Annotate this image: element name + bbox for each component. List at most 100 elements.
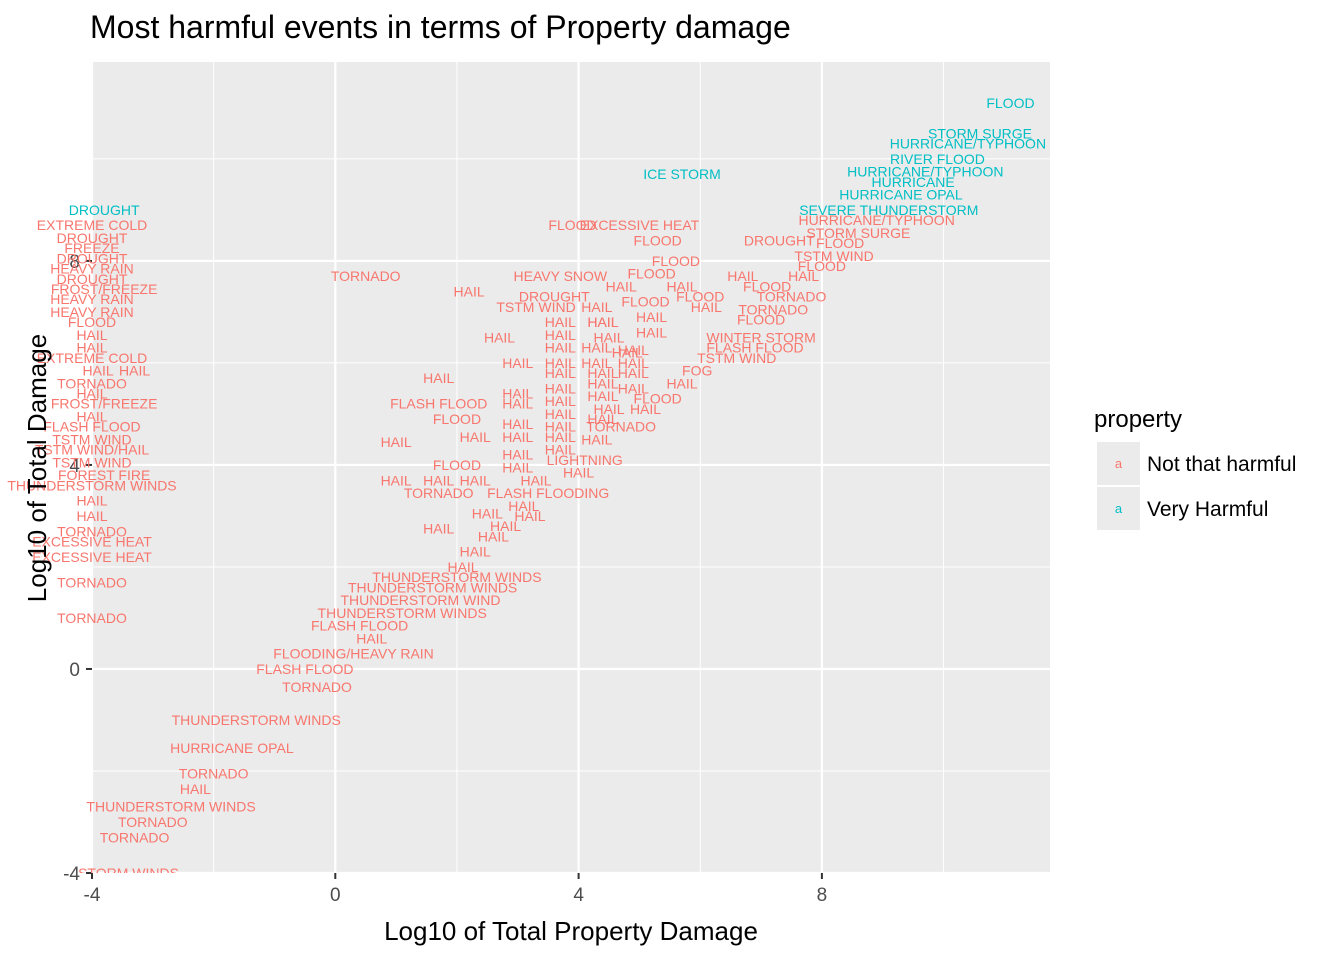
point-label: HAIL bbox=[423, 472, 454, 488]
point-label: FLOOD bbox=[68, 314, 116, 330]
legend-entry-not-that-harmful: a Not that harmful bbox=[1097, 442, 1296, 485]
point-label: STORM SURGE bbox=[806, 225, 910, 241]
point-label: TORNADO bbox=[282, 679, 352, 695]
point-label: HEAVY SNOW bbox=[514, 268, 608, 284]
point-label: HAIL bbox=[447, 559, 478, 575]
point-label: HAIL bbox=[76, 386, 107, 402]
point-label: HAIL bbox=[514, 508, 545, 524]
point-label: HAIL bbox=[502, 355, 533, 371]
point-label: HAIL bbox=[636, 309, 667, 325]
point-label: HAIL bbox=[76, 408, 107, 424]
point-label: HAIL bbox=[381, 472, 412, 488]
point-label: DROUGHT bbox=[69, 202, 140, 218]
point-label: HAIL bbox=[76, 508, 107, 524]
point-label: HURRICANE bbox=[872, 174, 955, 190]
point-label: HAIL bbox=[502, 396, 533, 412]
point-label: FLOOD bbox=[816, 235, 864, 251]
point-label: HAIL bbox=[587, 314, 618, 330]
point-label: HAIL bbox=[618, 365, 649, 381]
point-label: HAIL bbox=[581, 340, 612, 356]
point-label: HEAVY RAIN bbox=[50, 304, 134, 320]
point-label: TSTM WIND/HAIL bbox=[35, 442, 150, 458]
point-label: DROUGHT bbox=[57, 250, 128, 266]
legend-title: property bbox=[1094, 406, 1182, 433]
point-label: TSTM WIND bbox=[52, 431, 131, 447]
point-label: HAIL bbox=[545, 393, 576, 409]
point-label: HAIL bbox=[83, 363, 114, 379]
legend-key-background bbox=[1097, 487, 1140, 530]
legend-key-glyph: a bbox=[1115, 501, 1123, 516]
point-label: HAIL bbox=[727, 268, 758, 284]
point-label: HEAVY RAIN bbox=[50, 261, 134, 277]
point-label: HAIL bbox=[180, 781, 211, 797]
point-label: HAIL bbox=[478, 528, 509, 544]
point-label: FOG bbox=[682, 363, 712, 379]
point-label: DROUGHT bbox=[744, 233, 815, 249]
point-label: HAIL bbox=[545, 406, 576, 422]
point-label: HAIL bbox=[618, 342, 649, 358]
point-label: HURRICANE/TYPHOON bbox=[890, 136, 1046, 152]
point-label: TSTM WIND bbox=[52, 454, 131, 470]
point-label: STORM WINDS bbox=[78, 865, 179, 881]
point-label: EXCESSIVE HEAT bbox=[580, 217, 700, 233]
legend-key-background bbox=[1097, 442, 1140, 485]
point-label: ICE STORM bbox=[643, 166, 721, 182]
point-label: FLASH FLOOD bbox=[256, 661, 353, 677]
y-tick-label: 0 bbox=[69, 660, 80, 681]
point-label: HAIL bbox=[618, 380, 649, 396]
point-label: DROUGHT bbox=[519, 289, 590, 305]
point-label: TORNADO bbox=[57, 574, 127, 590]
legend-entry-very-harmful: a Very Harmful bbox=[1097, 487, 1268, 530]
point-label: HAIL bbox=[119, 363, 150, 379]
point-label: HAIL bbox=[76, 327, 107, 343]
point-label: HAIL bbox=[508, 498, 539, 514]
point-label: HAIL bbox=[484, 329, 515, 345]
legend-label-not-that-harmful: Not that harmful bbox=[1147, 453, 1296, 476]
point-label: EXTREME COLD bbox=[37, 350, 147, 366]
point-label: TORNADO bbox=[757, 289, 827, 305]
point-label: FLOOD bbox=[652, 253, 700, 269]
point-label: HAIL bbox=[502, 460, 533, 476]
point-label: HAIL bbox=[691, 299, 722, 315]
point-label: HAIL bbox=[423, 521, 454, 537]
point-label: HAIL bbox=[381, 434, 412, 450]
point-label: FLOOD bbox=[634, 233, 682, 249]
point-label: THUNDERSTORM WINDS bbox=[7, 477, 176, 493]
point-label: FLOOD bbox=[986, 95, 1034, 111]
point-label: FROST/FREEZE bbox=[51, 281, 158, 297]
point-label: HAIL bbox=[581, 299, 612, 315]
point-label: FLOODING/HEAVY RAIN bbox=[273, 646, 434, 662]
point-label: HAIL bbox=[76, 340, 107, 356]
point-label: HAIL bbox=[587, 411, 618, 427]
point-label: HAIL bbox=[545, 340, 576, 356]
point-label: TSTM WIND bbox=[496, 299, 575, 315]
point-label: STORM SURGE bbox=[928, 125, 1032, 141]
point-label: HAIL bbox=[545, 327, 576, 343]
point-label: EXCESSIVE HEAT bbox=[32, 533, 152, 549]
point-label: EXCESSIVE HEAT bbox=[32, 549, 152, 565]
point-label: TSTM WIND bbox=[697, 350, 776, 366]
chart-title: Most harmful events in terms of Property… bbox=[90, 9, 791, 45]
point-label: HAIL bbox=[520, 472, 551, 488]
point-label: HAIL bbox=[545, 380, 576, 396]
point-label: HAIL bbox=[545, 419, 576, 435]
point-label: HURRICANE/TYPHOON bbox=[798, 212, 954, 228]
legend-label-very-harmful: Very Harmful bbox=[1147, 498, 1268, 521]
gridlines bbox=[90, 62, 1050, 875]
point-label: EXTREME COLD bbox=[37, 217, 147, 233]
axes: -4 0 4 8 -4 0 4 8 bbox=[63, 252, 827, 906]
point-label: FLASH FLOOD bbox=[43, 419, 140, 435]
point-label: TORNADO bbox=[331, 268, 401, 284]
point-label: FLASH FLOODING bbox=[487, 485, 609, 501]
point-label: HAIL bbox=[423, 370, 454, 386]
point-label: HAIL bbox=[788, 268, 819, 284]
point-label: HURRICANE OPAL bbox=[839, 187, 963, 203]
legend-key-glyph: a bbox=[1115, 456, 1123, 471]
y-axis-title: Log10 of Total Damage bbox=[22, 334, 52, 602]
point-label: FLASH FLOOD bbox=[706, 340, 803, 356]
x-tick-label: 4 bbox=[573, 885, 584, 906]
point-label: RIVER FLOOD bbox=[890, 151, 985, 167]
point-label: FLOOD bbox=[676, 289, 724, 305]
point-label: HAIL bbox=[630, 401, 661, 417]
